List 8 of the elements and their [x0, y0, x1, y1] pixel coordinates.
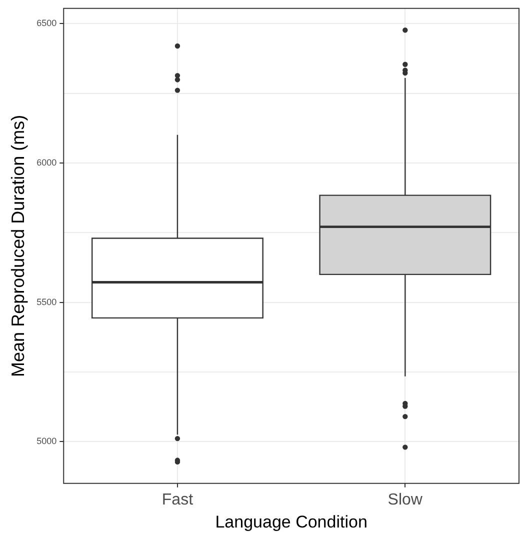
- y-tick-label: 5000: [36, 436, 57, 446]
- y-axis-title: Mean Reproduced Duration (ms): [8, 114, 28, 377]
- y-tick-label: 6000: [36, 158, 57, 168]
- x-tick-label: Fast: [162, 491, 194, 508]
- x-tick-label: Slow: [388, 491, 423, 508]
- x-axis-title: Language Condition: [215, 512, 368, 532]
- y-tick-label: 5500: [36, 296, 57, 307]
- y-tick-label: 6500: [36, 18, 57, 28]
